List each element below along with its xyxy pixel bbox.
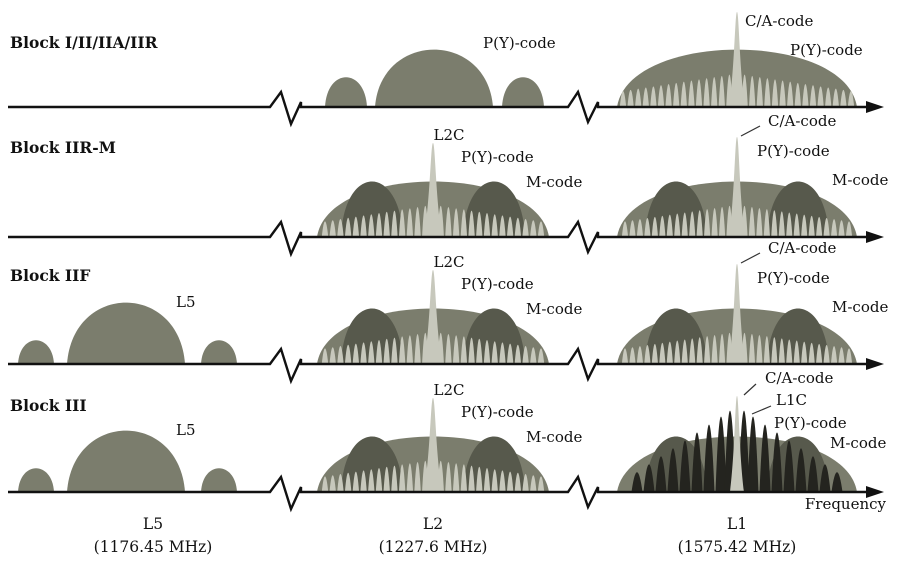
l1-ca-side-lobes [619,74,855,107]
l5-main-lobe [67,430,185,492]
l2-l2c-center-spike [424,270,442,364]
l5-signal-label: L5 [176,421,196,439]
l5-main-lobe [67,302,185,364]
axis-arrowhead-icon [866,358,884,370]
l1-ca-center-spike [730,396,744,492]
l1-ca-side-lobes [621,205,853,237]
l1-ca-label: C/A-code [765,369,833,387]
l1-ca-leader-line [740,125,761,137]
l1-mcode-label: M-code [832,171,888,189]
l5-signal-label: L5 [176,293,196,311]
band-freq-l1: (1575.42 MHz) [678,538,797,556]
block-row: Block I/II/IIA/IIR P(Y)-code C/A-code P(Y)-… [8,12,884,128]
l2-left-side-lobe [325,77,367,107]
frequency-axis-line [8,89,876,128]
l2-l2c-side-lobes [321,332,545,364]
l1-mcode-label: M-code [832,298,888,316]
l1-ca-leader-line [740,252,761,264]
l2-l2c-center-spike [424,398,442,492]
l2-l2c-label: L2C [434,126,465,144]
l2-l2c-side-lobes [321,205,545,237]
l1-py-label: P(Y)-code [774,414,847,432]
block-title: Block I/II/IIA/IIR [10,33,158,52]
l2-py-label: P(Y)-code [461,275,534,293]
l1-py-label: P(Y)-code [757,142,830,160]
block-title: Block III [10,396,87,415]
axis-arrowhead-icon [866,486,884,498]
block-row: Block IIFL5L2CP(Y)-codeM-codeC/A-codeP(Y… [8,239,888,385]
frequency-axis-line [8,474,876,513]
l2-py-label: P(Y)-code [461,403,534,421]
axis-arrowhead-icon [866,231,884,243]
l2-py-main-lobe [375,49,493,107]
l1-ca-label: C/A-code [768,112,836,130]
l2-right-side-lobe [502,77,544,107]
l2-l2c-label: L2C [434,253,465,271]
block-row: Block IIR-ML2CP(Y)-codeM-codeC/A-codeP(Y… [8,112,888,258]
band-name-l1: L1 [727,515,747,533]
l1c-leader-line [751,405,772,415]
l2-l2c-center-spike [424,143,442,237]
l2-mcode-label: M-code [526,300,582,318]
l2-py-label: P(Y)-code [483,34,556,52]
l1-py-label: P(Y)-code [790,41,863,59]
block-title: Block IIR-M [10,138,116,157]
l2-l2c-side-lobes [321,460,545,492]
l1-ca-center-spike [729,264,745,364]
band-name-l2: L2 [423,515,443,533]
l1-ca-leader-line [743,383,757,396]
frequency-axis-line [8,346,876,385]
band-freq-l5: (1176.45 MHz) [94,538,213,556]
l1-ca-label: C/A-code [768,239,836,257]
block-title: Block IIF [10,266,90,285]
l2-mcode-label: M-code [526,173,582,191]
frequency-axis-line [8,219,876,258]
l1-l1c-label: L1C [776,391,807,409]
band-freq-l2: (1227.6 MHz) [379,538,488,556]
block-row: Block III L5 L2C P(Y)-code M-code C/A-code L1C… [8,369,886,513]
l1-ca-center-spike [729,137,745,237]
l5-left-side-lobe [18,340,54,364]
frequency-axis-label: Frequency [805,495,887,513]
l1-py-label: P(Y)-code [757,269,830,287]
l5-right-side-lobe [201,340,237,364]
l1-l1c-lobes [631,410,843,492]
l5-right-side-lobe [201,468,237,492]
band-name-l5: L5 [143,515,163,533]
l2-py-label: P(Y)-code [461,148,534,166]
l2-mcode-label: M-code [526,428,582,446]
l1-mcode-label: M-code [830,434,886,452]
l5-left-side-lobe [18,468,54,492]
l1-ca-label: C/A-code [745,12,813,30]
l2-l2c-label: L2C [434,381,465,399]
l1-ca-center-spike [729,12,745,107]
axis-arrowhead-icon [866,101,884,113]
